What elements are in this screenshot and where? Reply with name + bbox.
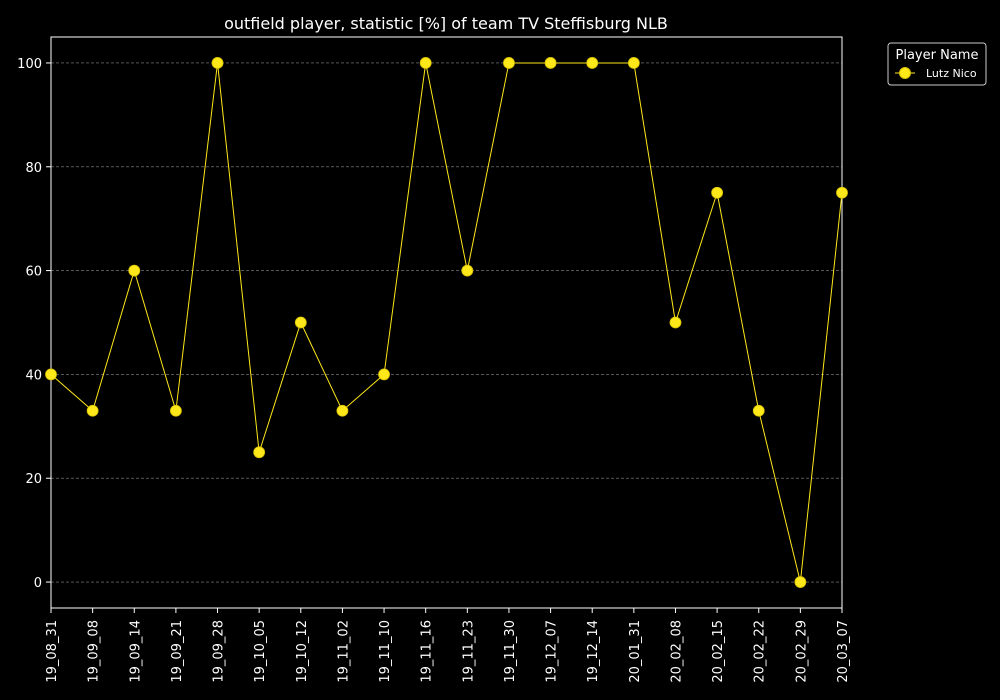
x-tick-label: 19_09_28 xyxy=(212,620,227,683)
data-point xyxy=(419,57,432,69)
y-tick-label: 40 xyxy=(25,368,42,383)
data-point xyxy=(544,57,557,69)
x-tick-label: 20_01_31 xyxy=(628,620,643,683)
y-tick-label: 60 xyxy=(25,265,42,280)
x-tick-label: 19_09_21 xyxy=(170,620,185,683)
data-point xyxy=(503,57,515,69)
data-point xyxy=(378,368,390,381)
x-tick-label: 19_11_30 xyxy=(503,620,518,683)
y-tick-label: 80 xyxy=(25,161,42,176)
y-tick-label: 100 xyxy=(17,57,42,72)
x-axis-ticks: 19_08_31 19_09_08 19_09_14 19_09_21 19_09_28… xyxy=(45,608,851,683)
x-tick-label: 19_12_07 xyxy=(545,620,560,683)
data-point xyxy=(253,446,266,459)
series-line xyxy=(50,62,843,583)
x-tick-label: 19_12_14 xyxy=(586,620,601,683)
x-tick-label: 20_02_29 xyxy=(794,620,809,683)
legend-point-marker xyxy=(899,67,911,79)
chart-title: outfield player, statistic [%] of team T… xyxy=(224,14,668,33)
x-tick-label: 19_10_05 xyxy=(253,620,268,683)
data-point xyxy=(627,57,640,69)
data-point xyxy=(711,186,724,199)
x-tick-label: 20_02_15 xyxy=(711,620,726,683)
x-tick-label: 20_02_22 xyxy=(753,620,768,683)
x-tick-label: 19_11_10 xyxy=(378,620,393,683)
data-point xyxy=(669,316,682,329)
data-point xyxy=(45,368,57,381)
legend-entry-label: Lutz Nico xyxy=(926,67,977,80)
x-tick-label: 19_11_02 xyxy=(336,620,351,683)
axes xyxy=(50,36,843,609)
data-point xyxy=(86,404,99,417)
x-tick-label: 19_09_14 xyxy=(128,620,143,683)
x-tick-label: 19_09_08 xyxy=(87,620,102,683)
y-tick-label: 20 xyxy=(25,472,42,487)
x-tick-label: 19_11_16 xyxy=(420,620,435,683)
legend: Player Name Lutz Nico xyxy=(887,42,987,86)
data-point xyxy=(836,186,848,199)
data-point xyxy=(211,57,224,69)
x-tick-label: 19_11_23 xyxy=(461,620,476,683)
data-point xyxy=(461,264,474,277)
data-point xyxy=(294,316,307,329)
legend-box xyxy=(887,42,987,86)
y-axis-ticks: 0 20 40 60 80 100 xyxy=(17,57,51,591)
x-tick-label: 20_02_08 xyxy=(669,620,684,683)
x-tick-label: 19_10_12 xyxy=(295,620,310,683)
data-point xyxy=(794,576,807,588)
plot-frame xyxy=(50,36,843,609)
data-point xyxy=(128,264,141,277)
data-point xyxy=(586,57,599,69)
series-layer xyxy=(45,57,848,588)
data-point xyxy=(169,404,182,417)
x-tick-label: 20_03_07 xyxy=(836,620,851,683)
y-tick-label: 0 xyxy=(34,576,42,591)
x-tick-label: 19_08_31 xyxy=(45,620,60,683)
data-point xyxy=(336,404,349,417)
data-point xyxy=(752,404,765,417)
legend-title: Player Name xyxy=(896,48,979,63)
